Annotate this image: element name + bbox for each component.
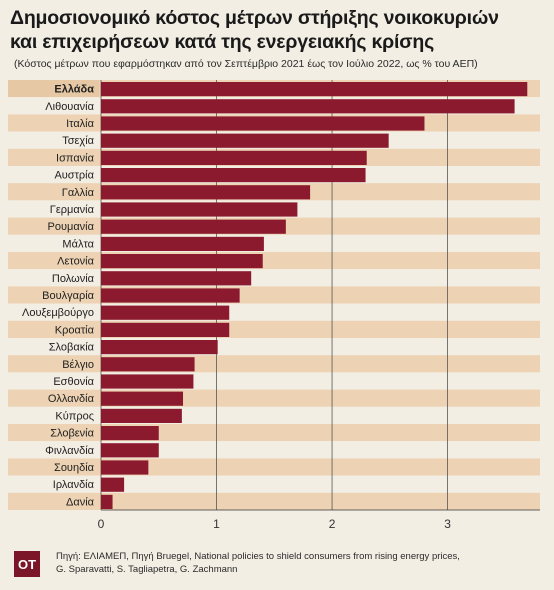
bar	[101, 116, 425, 131]
bar	[101, 99, 515, 114]
category-label: Λετονία	[57, 256, 95, 268]
category-label: Λιθουανία	[45, 101, 94, 113]
category-label: Τσεχία	[62, 135, 94, 147]
category-label: Γερμανία	[50, 204, 95, 216]
source-note: Πηγή: ΕΛΙΑΜΕΠ, Πηγή Bruegel, National po…	[56, 551, 546, 576]
category-label: Σλοβακία	[49, 342, 95, 354]
bar	[101, 357, 195, 372]
category-label: Βουλγαρία	[42, 290, 95, 302]
bar	[101, 202, 298, 217]
category-label: Βέλγιο	[62, 359, 94, 371]
ot-logo: ΟΤ	[14, 551, 40, 577]
category-label: Ισπανία	[56, 152, 95, 164]
bar	[101, 133, 389, 148]
row-band	[8, 492, 540, 510]
x-tick-label: 3	[444, 517, 451, 531]
bar	[101, 340, 218, 355]
category-label: Μάλτα	[62, 238, 94, 250]
bar	[101, 374, 194, 389]
chart-title-line1: Δημοσιονομικό κόστος μέτρων στήριξης νοι…	[10, 7, 499, 29]
category-label: Κροατία	[55, 324, 95, 336]
category-label: Δανία	[66, 496, 95, 508]
category-label: Σλοβενία	[50, 428, 94, 440]
category-label: Φινλανδία	[45, 445, 94, 457]
category-label: Λουξεμβούργο	[22, 307, 94, 319]
x-tick-label: 1	[213, 517, 220, 531]
bar	[101, 254, 263, 269]
category-label: Γαλλία	[62, 187, 95, 199]
bar	[101, 150, 367, 165]
x-tick-label: 2	[329, 517, 336, 531]
bar	[101, 322, 230, 337]
category-label: Ολλανδία	[48, 393, 95, 405]
highlight-label-band	[8, 80, 99, 98]
bar	[101, 443, 159, 458]
bar	[101, 271, 252, 286]
chart-title-line2: και επιχειρήσεων κατά της ενεργειακής κρ…	[10, 31, 435, 53]
bar	[101, 236, 264, 251]
category-label: Σουηδία	[54, 462, 95, 474]
source-line1: Πηγή: ΕΛΙΑΜΕΠ, Πηγή Bruegel, National po…	[56, 551, 460, 562]
x-tick-label: 0	[98, 517, 105, 531]
category-label: Ιταλία	[66, 118, 95, 130]
bar-chart: Ελλάδα Λιθουανία Ιταλία Τσεχία Ισπανία Αυστρί…	[8, 80, 540, 531]
bar	[101, 494, 113, 509]
category-label: Κύπρος	[55, 410, 94, 422]
category-label: Ιρλανδία	[53, 479, 95, 491]
bar	[101, 185, 311, 200]
row-band	[8, 475, 540, 493]
bar	[101, 288, 240, 303]
bar	[101, 168, 366, 183]
bar	[101, 477, 125, 492]
bar	[101, 82, 528, 97]
category-label: Εσθονία	[53, 376, 94, 388]
bar	[101, 219, 286, 234]
bar	[101, 408, 182, 423]
chart-title: Δημοσιονομικό κόστος μέτρων στήριξης νοι…	[10, 6, 550, 54]
bar	[101, 460, 149, 475]
bar	[101, 305, 230, 320]
chart-subtitle: (Κόστος μέτρων που εφαρμόστηκαν από τον …	[14, 58, 478, 70]
category-label: Ρουμανία	[48, 221, 95, 233]
bar	[101, 426, 159, 441]
bar	[101, 391, 184, 406]
category-label: Ελλάδα	[54, 84, 94, 96]
category-label: Αυστρία	[54, 170, 94, 182]
category-label: Πολωνία	[52, 273, 95, 285]
source-line2: G. Sparavatti, S. Tagliapetra, G. Zachma…	[56, 563, 238, 575]
